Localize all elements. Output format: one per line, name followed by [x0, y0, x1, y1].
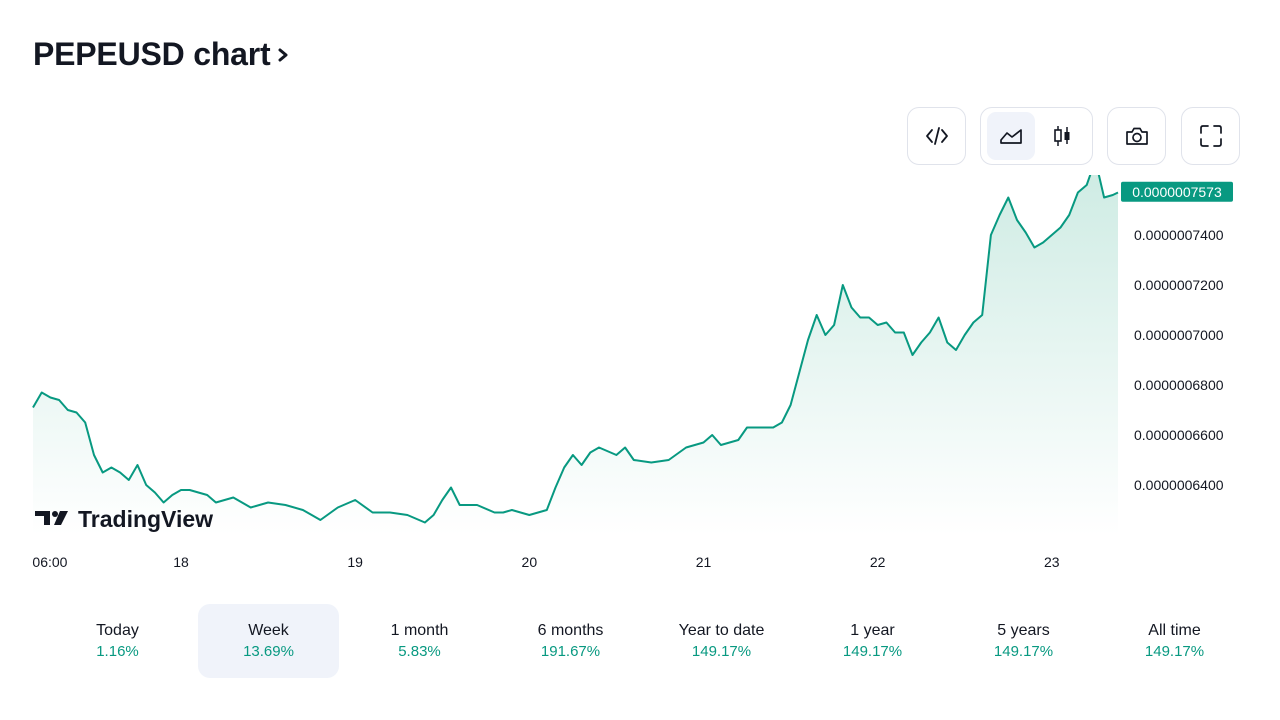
period-tab-change: 13.69% — [243, 643, 294, 660]
y-axis-tick-label: 0.0000007400 — [1134, 227, 1224, 243]
candles-chart-button[interactable] — [1038, 112, 1086, 160]
page-title-text: PEPEUSD chart — [33, 36, 271, 72]
x-axis-tick-label: 23 — [1044, 554, 1060, 570]
last-price-text: 0.0000007573 — [1132, 184, 1222, 200]
area-chart-icon — [999, 129, 1022, 144]
period-tab-label: Year to date — [678, 622, 765, 639]
period-tab[interactable]: Today 1.16% — [47, 604, 188, 678]
period-tab[interactable]: Year to date 149.17% — [651, 604, 792, 678]
embed-button[interactable] — [907, 107, 966, 165]
fullscreen-button[interactable] — [1181, 107, 1240, 165]
period-tabs: Today 1.16% Week 13.69% 1 month 5.83% 6 months… — [40, 604, 1260, 678]
x-axis-tick-label: 22 — [870, 554, 886, 570]
period-tab[interactable]: All time 149.17% — [1104, 604, 1245, 678]
period-tab-change: 149.17% — [842, 643, 903, 660]
period-tab-label: 1 month — [390, 622, 449, 639]
y-axis-tick-label: 0.0000007200 — [1134, 277, 1224, 293]
page-title[interactable]: PEPEUSD chart — [33, 36, 290, 73]
period-tab-label: 6 months — [537, 622, 604, 639]
x-axis-tick-label: 06:00 — [32, 554, 67, 570]
period-tab-label: 1 year — [850, 622, 895, 639]
period-tab-label: Week — [248, 622, 289, 639]
period-tab-label: 5 years — [997, 622, 1050, 639]
tradingview-logo-text: TradingView — [78, 506, 213, 532]
chart-type-group — [980, 107, 1093, 165]
period-tab[interactable]: 6 months 191.67% — [500, 604, 641, 678]
price-chart[interactable]: 0.0000006400 0.0000006600 0.0000006800 0.00… — [0, 159, 1280, 575]
last-price-badge: 0.0000007573 — [1121, 181, 1233, 202]
chart-toolbar — [0, 107, 1280, 167]
y-axis-tick-label: 0.0000006600 — [1134, 427, 1224, 443]
period-tab-change: 149.17% — [1144, 643, 1205, 660]
period-tab-change: 149.17% — [993, 643, 1054, 660]
price-line[interactable] — [32, 159, 1119, 524]
x-axis-tick-label: 21 — [696, 554, 712, 570]
period-tab[interactable]: Week 13.69% — [198, 604, 339, 678]
y-axis-tick-label: 0.0000007000 — [1134, 327, 1224, 343]
snapshot-button[interactable] — [1107, 107, 1166, 165]
x-axis-tick-label: 19 — [347, 554, 363, 570]
x-axis-tick-label: 20 — [522, 554, 538, 570]
chevron-right-icon — [276, 36, 290, 73]
fullscreen-icon — [1199, 125, 1222, 147]
period-tab[interactable]: 1 year 149.17% — [802, 604, 943, 678]
period-tab[interactable]: 1 month 5.83% — [349, 604, 490, 678]
period-tab-label: Today — [96, 622, 139, 639]
y-axis-tick-label: 0.0000006400 — [1134, 477, 1224, 493]
candles-icon — [1054, 126, 1070, 146]
tradingview-logo-icon — [35, 511, 68, 525]
area-chart-button[interactable] — [986, 112, 1035, 160]
period-tab-change: 5.83% — [398, 643, 441, 660]
tradingview-logo[interactable]: TradingView — [35, 506, 213, 532]
price-area-fill — [33, 160, 1118, 535]
period-tab-change: 149.17% — [691, 643, 752, 660]
period-tab-change: 1.16% — [96, 643, 139, 660]
code-icon — [925, 127, 948, 145]
x-axis-tick-label: 18 — [173, 554, 189, 570]
period-tab[interactable]: 5 years 149.17% — [953, 604, 1094, 678]
camera-icon — [1125, 127, 1148, 145]
price-chart-svg[interactable]: 0.0000006400 0.0000006600 0.0000006800 0.00… — [0, 159, 1280, 575]
period-tab-label: All time — [1148, 622, 1201, 639]
y-axis-tick-label: 0.0000006800 — [1134, 377, 1224, 393]
period-tab-change: 191.67% — [540, 643, 601, 660]
